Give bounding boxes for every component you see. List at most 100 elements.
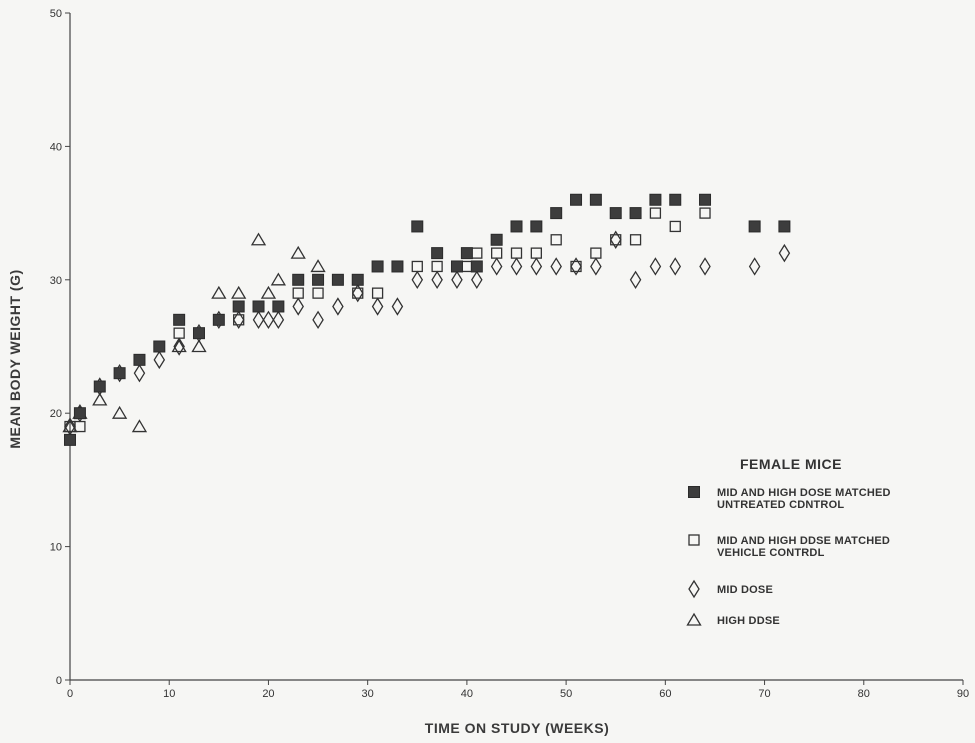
data-point (411, 220, 424, 233)
data-point (450, 260, 463, 273)
data-point (748, 257, 761, 276)
y-axis-title: MEAN BODY WEIGHT (G) (7, 269, 23, 448)
data-point (748, 220, 761, 233)
legend-item: HIGH DDSE (686, 612, 780, 627)
data-point (371, 297, 384, 316)
legend-item: MID AND HIGH DOSE MATCHED UNTREATED CDNTR… (688, 486, 891, 511)
data-point (530, 247, 542, 259)
data-point (391, 297, 404, 316)
legend-marker (688, 486, 700, 498)
data-point (232, 300, 245, 313)
data-point (699, 193, 712, 206)
data-point (411, 260, 423, 273)
data-point (351, 283, 364, 303)
data-point (550, 234, 562, 246)
data-point (609, 207, 622, 220)
data-point (629, 207, 642, 220)
data-point (629, 270, 642, 290)
y-tick-label: 50 (50, 8, 62, 20)
data-point (272, 300, 285, 313)
x-tick-label: 20 (262, 688, 274, 700)
data-point (431, 260, 443, 273)
legend-label: MID DOSE (717, 584, 773, 596)
data-point (173, 313, 186, 326)
y-tick-label: 0 (56, 675, 62, 687)
data-point (173, 327, 185, 339)
data-point (250, 232, 267, 246)
data-point (411, 270, 424, 290)
x-tick-label: 10 (163, 688, 175, 700)
data-point (530, 220, 543, 233)
data-point (331, 273, 344, 286)
data-point (510, 220, 523, 233)
data-point (490, 257, 503, 276)
x-axis-title: TIME ON STUDY (WEEKS) (425, 720, 609, 736)
data-point (292, 297, 304, 316)
legend-label: HIGH DDSE (717, 615, 780, 627)
data-point (312, 273, 325, 286)
data-point (310, 259, 326, 273)
data-point (352, 287, 364, 299)
data-point (610, 234, 622, 246)
data-point (431, 270, 443, 290)
data-point (153, 340, 166, 353)
data-point (778, 220, 791, 233)
data-point (231, 285, 247, 299)
x-tick-label: 80 (858, 688, 870, 700)
data-point (629, 234, 642, 246)
legend-marker (688, 579, 700, 599)
legend: FEMALE MICE MID AND HIGH DOSE MATCHED UNT… (686, 456, 891, 627)
tick-labels: 0 10 20 30 40 50 60 70 80 90 0 10 20 30 40 50 (50, 8, 969, 700)
data-point (699, 257, 711, 276)
data-point (590, 257, 602, 276)
legend-title: FEMALE MICE (740, 456, 842, 472)
data-point (609, 230, 622, 250)
data-point (252, 300, 265, 313)
data-point (570, 257, 582, 276)
series-filled-square (64, 193, 791, 446)
y-tick-label: 30 (50, 275, 62, 287)
legend-marker (688, 534, 700, 546)
data-point (252, 310, 265, 330)
x-tick-label: 70 (758, 688, 770, 700)
data-point (191, 339, 207, 353)
legend-item: MID DOSE (688, 579, 773, 599)
data-point (669, 220, 681, 233)
data-point (461, 260, 473, 273)
data-point (649, 257, 662, 276)
data-point (270, 272, 287, 286)
data-point (73, 407, 86, 420)
series-open-square (64, 207, 711, 433)
data-point (649, 207, 662, 219)
x-tick-label: 30 (362, 688, 374, 700)
data-point (490, 233, 503, 246)
x-tick-label: 0 (67, 688, 73, 700)
data-markers (62, 193, 791, 446)
data-point (332, 297, 344, 316)
data-point (391, 260, 404, 273)
data-point (491, 247, 503, 259)
data-point (669, 257, 682, 276)
data-point (570, 260, 582, 273)
data-point (232, 310, 245, 330)
data-point (262, 310, 275, 330)
legend-label: MID AND HIGH DOSE MATCHED UNTREATED CDNTR… (717, 487, 891, 511)
data-point (272, 310, 285, 330)
x-tick-label: 60 (659, 688, 671, 700)
data-point (530, 257, 543, 276)
data-point (292, 287, 304, 299)
y-tick-label: 10 (50, 542, 62, 554)
data-point (510, 257, 523, 276)
axes (69, 13, 963, 681)
data-point (93, 380, 106, 393)
data-point (550, 257, 562, 276)
legend-item: MID AND HIGH DDSE MATCHED VEHICLE CONTRDL (688, 534, 890, 559)
legend-label: MID AND HIGH DDSE MATCHED VEHICLE CONTRDL (717, 535, 890, 559)
data-point (292, 273, 305, 286)
data-point (589, 193, 602, 206)
data-point (431, 247, 444, 260)
data-point (312, 310, 324, 330)
data-point (471, 270, 483, 290)
legend-marker (686, 612, 702, 626)
y-tick-label: 40 (50, 141, 62, 153)
